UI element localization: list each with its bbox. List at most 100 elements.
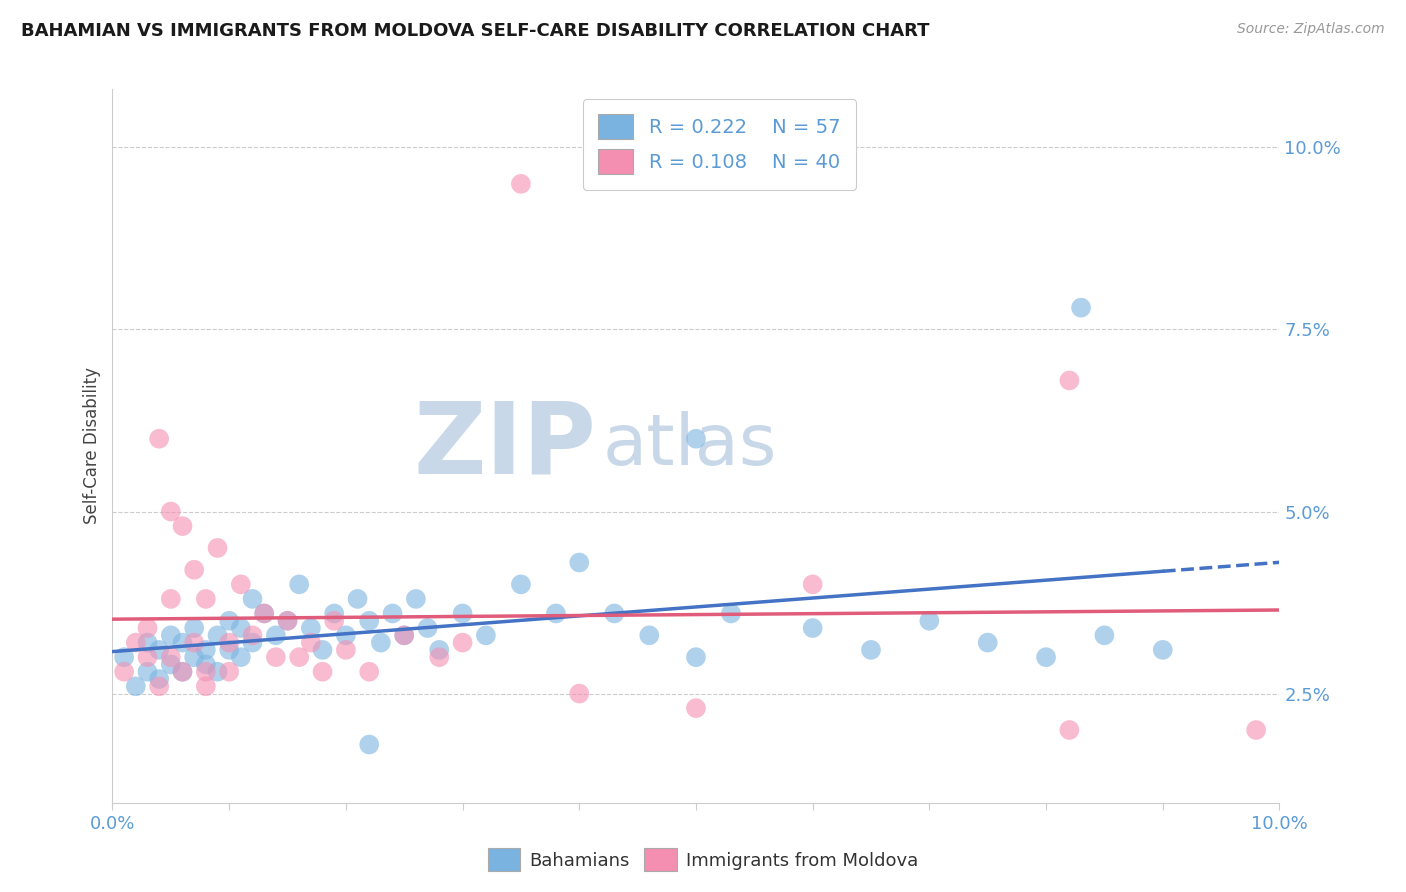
Point [1059,723,1081,737]
Point [359,665,381,679]
Point [509,177,531,191]
Point [720,607,742,621]
Point [276,614,298,628]
Point [183,650,205,665]
Point [172,519,194,533]
Point [416,621,439,635]
Point [194,657,217,672]
Point [276,614,298,628]
Text: Source: ZipAtlas.com: Source: ZipAtlas.com [1237,22,1385,37]
Point [801,621,824,635]
Text: atlas: atlas [603,411,778,481]
Point [381,607,404,621]
Point [172,635,194,649]
Point [918,614,941,628]
Point [323,607,346,621]
Point [207,541,229,555]
Point [160,657,183,672]
Point [160,591,183,606]
Point [299,635,322,649]
Legend: Bahamians, Immigrants from Moldova: Bahamians, Immigrants from Moldova [481,841,925,879]
Text: BAHAMIAN VS IMMIGRANTS FROM MOLDOVA SELF-CARE DISABILITY CORRELATION CHART: BAHAMIAN VS IMMIGRANTS FROM MOLDOVA SELF… [21,22,929,40]
Point [288,577,311,591]
Point [359,614,381,628]
Point [685,650,707,665]
Point [264,650,287,665]
Point [242,628,264,642]
Point [112,650,135,665]
Point [427,650,450,665]
Point [207,665,229,679]
Point [125,679,148,693]
Legend: R = 0.222    N = 57, R = 0.108    N = 40: R = 0.222 N = 57, R = 0.108 N = 40 [582,99,856,190]
Point [801,577,824,591]
Point [1244,723,1267,737]
Point [1070,301,1092,315]
Point [125,635,148,649]
Point [160,628,183,642]
Point [183,621,205,635]
Point [405,591,427,606]
Point [346,591,368,606]
Point [183,563,205,577]
Point [148,679,170,693]
Point [148,432,170,446]
Point [335,643,357,657]
Point [685,701,707,715]
Point [370,635,392,649]
Point [253,607,276,621]
Point [1152,643,1174,657]
Point [194,591,217,606]
Point [685,432,707,446]
Point [394,628,416,642]
Point [335,628,357,642]
Point [218,665,240,679]
Text: ZIP: ZIP [413,398,596,494]
Point [603,607,626,621]
Point [160,650,183,665]
Point [218,643,240,657]
Point [253,607,276,621]
Point [194,679,217,693]
Point [1035,650,1057,665]
Point [860,643,883,657]
Point [323,614,346,628]
Point [218,614,240,628]
Y-axis label: Self-Care Disability: Self-Care Disability [83,368,101,524]
Point [288,650,311,665]
Point [229,621,252,635]
Point [229,650,252,665]
Point [451,635,474,649]
Point [475,628,498,642]
Point [394,628,416,642]
Point [451,607,474,621]
Point [229,577,252,591]
Point [136,635,159,649]
Point [148,672,170,686]
Point [136,665,159,679]
Point [183,635,205,649]
Point [427,643,450,657]
Point [359,738,381,752]
Point [299,621,322,635]
Point [136,621,159,635]
Point [311,665,333,679]
Point [160,504,183,518]
Point [136,650,159,665]
Point [1094,628,1116,642]
Point [311,643,333,657]
Point [568,556,591,570]
Point [638,628,661,642]
Point [1059,374,1081,388]
Point [194,665,217,679]
Point [148,643,170,657]
Point [218,635,240,649]
Point [172,665,194,679]
Point [544,607,567,621]
Point [207,628,229,642]
Point [172,665,194,679]
Point [976,635,998,649]
Point [242,635,264,649]
Point [568,687,591,701]
Point [194,643,217,657]
